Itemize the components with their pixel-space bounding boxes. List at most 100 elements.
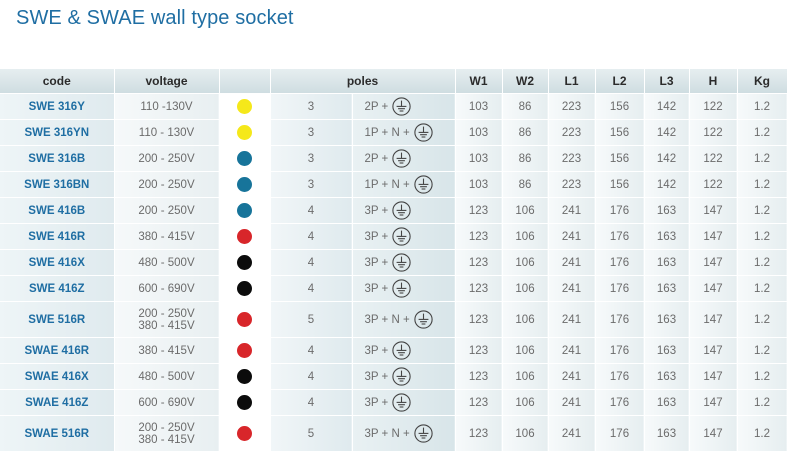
- voltage-cell: 480 - 500V: [114, 363, 220, 390]
- l3-cell: 142: [644, 119, 690, 146]
- voltage-value: 380 - 415V: [138, 344, 195, 357]
- kg-cell: 1.2: [737, 389, 787, 416]
- l3-cell: 163: [644, 363, 690, 390]
- code-cell: SWE 316YN: [0, 119, 115, 146]
- color-cell: [219, 249, 271, 276]
- l3-cell: 163: [644, 301, 690, 338]
- w1-cell: 123: [455, 301, 503, 338]
- pole-count-cell: 4: [270, 275, 353, 302]
- voltage-value-secondary: 380 - 415V: [138, 433, 195, 446]
- table-row: SWE 316YN 110 - 130V 3 1P + N +103 86 223 156 1…: [0, 119, 787, 146]
- code-cell: SWE 316Y: [0, 93, 115, 120]
- w1-cell: 103: [455, 145, 503, 172]
- poles-cell: 1P + N +: [352, 171, 456, 198]
- color-cell: [219, 301, 271, 338]
- table-row: SWAE 416R 380 - 415V 4 3P +123 106 241 176 163 1…: [0, 337, 787, 364]
- w2-cell: 106: [502, 337, 549, 364]
- w2-cell: 86: [502, 145, 549, 172]
- color-cell: [219, 337, 271, 364]
- h-cell: 147: [689, 337, 738, 364]
- l1-cell: 241: [548, 223, 596, 250]
- h-cell: 147: [689, 389, 738, 416]
- voltage-value: 480 - 500V: [138, 370, 195, 383]
- voltage-value: 200 - 250V: [138, 421, 195, 434]
- h-cell: 122: [689, 93, 738, 120]
- l1-cell: 223: [548, 171, 596, 198]
- color-cell: [219, 171, 271, 198]
- l2-cell: 176: [595, 363, 645, 390]
- voltage-value: 380 - 415V: [138, 230, 195, 243]
- poles-cell: 3P +: [352, 249, 456, 276]
- color-cell: [219, 363, 271, 390]
- voltage-value: 200 - 250V: [138, 152, 195, 165]
- code-cell: SWE 416B: [0, 197, 115, 224]
- l1-cell: 241: [548, 197, 596, 224]
- earth-icon: [414, 175, 433, 194]
- header-l1: L1: [548, 69, 596, 94]
- voltage-cell: 200 - 250V 380 - 415V: [114, 301, 220, 338]
- color-code-dot: [237, 343, 252, 358]
- kg-cell: 1.2: [737, 171, 787, 198]
- kg-cell: 1.2: [737, 301, 787, 338]
- l3-cell: 142: [644, 93, 690, 120]
- w2-cell: 86: [502, 93, 549, 120]
- w1-cell: 123: [455, 197, 503, 224]
- l3-cell: 163: [644, 337, 690, 364]
- table-body: SWE 316Y 110 -130V 3 2P +103 86 223 156 142 122 1…: [0, 93, 787, 451]
- code-cell: SWE 316B: [0, 145, 115, 172]
- pole-count-cell: 4: [270, 389, 353, 416]
- pole-count-cell: 3: [270, 93, 353, 120]
- h-cell: 122: [689, 171, 738, 198]
- pole-count-cell: 4: [270, 249, 353, 276]
- code-cell: SWE 416X: [0, 249, 115, 276]
- l3-cell: 163: [644, 275, 690, 302]
- poles-cell: 3P + N +: [352, 301, 456, 338]
- l1-cell: 223: [548, 145, 596, 172]
- voltage-cell: 380 - 415V: [114, 223, 220, 250]
- l2-cell: 156: [595, 93, 645, 120]
- color-cell: [219, 197, 271, 224]
- color-cell: [219, 93, 271, 120]
- code-cell: SWE 416Z: [0, 275, 115, 302]
- color-code-dot: [237, 281, 252, 296]
- pole-count-cell: 4: [270, 223, 353, 250]
- poles-config: 3P +: [364, 370, 389, 383]
- voltage-value: 480 - 500V: [138, 256, 195, 269]
- h-cell: 147: [689, 415, 738, 451]
- l2-cell: 156: [595, 145, 645, 172]
- w1-cell: 123: [455, 275, 503, 302]
- w2-cell: 106: [502, 249, 549, 276]
- l2-cell: 176: [595, 249, 645, 276]
- w2-cell: 86: [502, 171, 549, 198]
- l2-cell: 176: [595, 197, 645, 224]
- header-l2: L2: [595, 69, 645, 94]
- poles-config: 3P +: [364, 204, 389, 217]
- voltage-cell: 110 -130V: [114, 93, 220, 120]
- header-poles: poles: [270, 69, 456, 94]
- header-w1: W1: [455, 69, 503, 94]
- table-row: SWAE 416Z 600 - 690V 4 3P +123 106 241 176 163 1…: [0, 389, 787, 416]
- color-code-dot: [237, 255, 252, 270]
- kg-cell: 1.2: [737, 119, 787, 146]
- table-row: SWE 316Y 110 -130V 3 2P + 103 86 223 156 142 122 1…: [0, 93, 787, 120]
- voltage-value: 110 -130V: [140, 100, 193, 113]
- earth-icon: [392, 279, 411, 298]
- pole-count-cell: 5: [270, 301, 353, 338]
- l2-cell: 176: [595, 337, 645, 364]
- poles-config: 3P + N +: [364, 427, 410, 440]
- header-code: code: [0, 69, 115, 94]
- poles-config: 3P +: [364, 230, 389, 243]
- color-cell: [219, 415, 271, 451]
- color-code-dot: [237, 125, 252, 140]
- voltage-cell: 600 - 690V: [114, 389, 220, 416]
- table-row: SWE 416X 480 - 500V 4 3P + 123 106 241 176 163 14…: [0, 249, 787, 276]
- poles-cell: 3P +: [352, 389, 456, 416]
- socket-spec-table: code voltage poles W1 W2 L1 L2 L3 H Kg S…: [0, 69, 787, 451]
- earth-icon: [414, 310, 433, 329]
- earth-icon: [392, 97, 411, 116]
- header-h: H: [689, 69, 738, 94]
- l1-cell: 241: [548, 249, 596, 276]
- earth-icon: [392, 201, 411, 220]
- color-code-dot: [237, 426, 252, 441]
- poles-cell: 3P +: [352, 197, 456, 224]
